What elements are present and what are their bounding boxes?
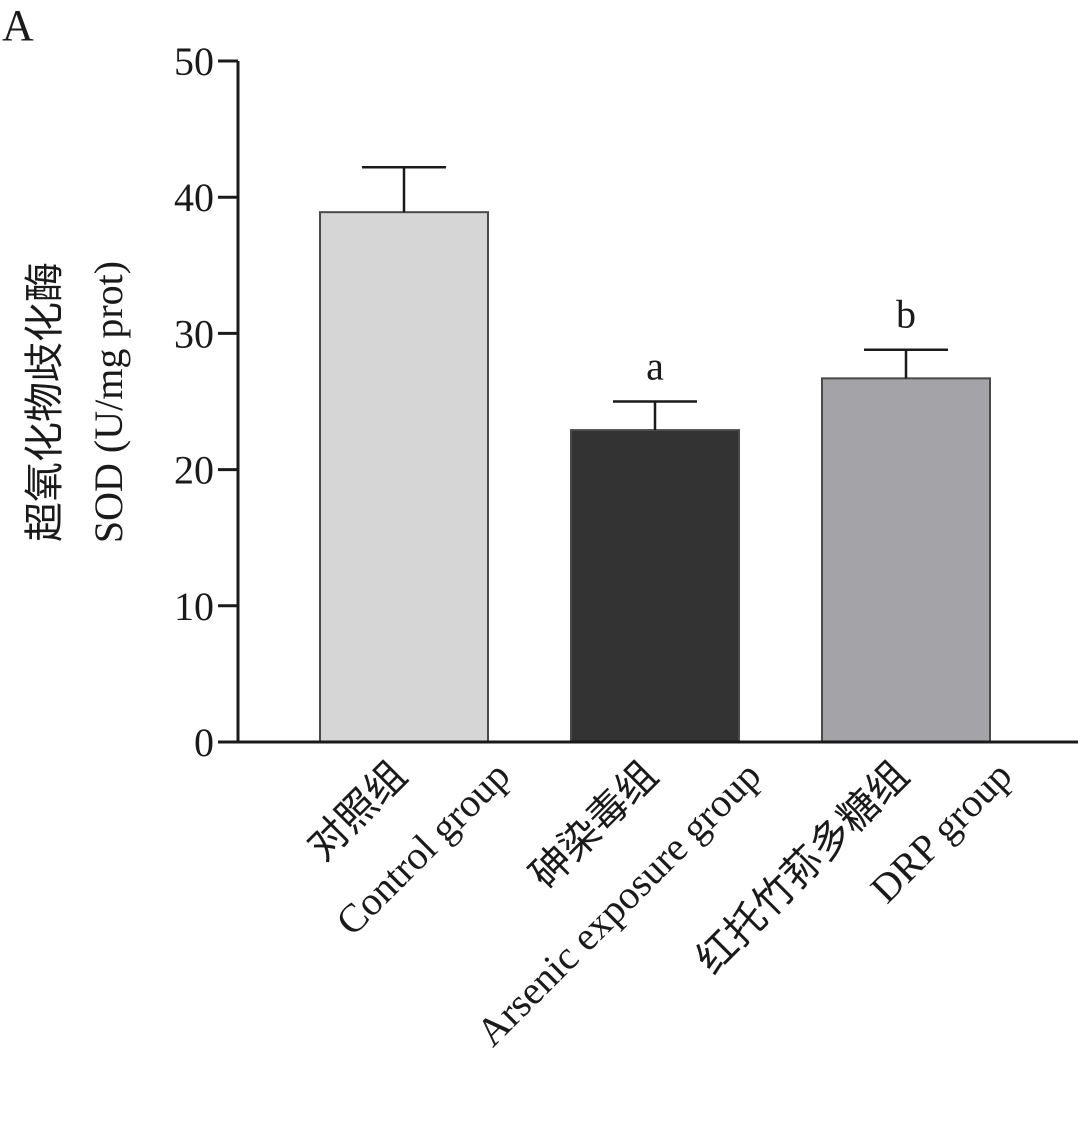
- y-tick-label: 20: [174, 448, 214, 493]
- y-tick-label: 10: [174, 584, 214, 629]
- bar: [570, 429, 740, 743]
- y-axis-title-en: SOD (U/mg prot): [86, 261, 131, 543]
- bar: [821, 377, 991, 743]
- y-tick-label: 0: [194, 720, 214, 765]
- y-tick-label: 30: [174, 311, 214, 356]
- panel-label: A: [2, 1, 34, 50]
- significance-label: a: [646, 344, 664, 389]
- y-axis-title: 超氧化物歧化酶 SOD (U/mg prot): [22, 261, 131, 543]
- y-axis-title-cn: 超氧化物歧化酶: [22, 262, 67, 542]
- significance-label: b: [896, 292, 916, 337]
- bar: [319, 211, 489, 743]
- y-tick-label: 50: [174, 39, 214, 84]
- bars-group: ab: [319, 165, 991, 743]
- y-axis: 0 10 20 30 40 50: [174, 39, 240, 765]
- y-tick-label: 40: [174, 175, 214, 220]
